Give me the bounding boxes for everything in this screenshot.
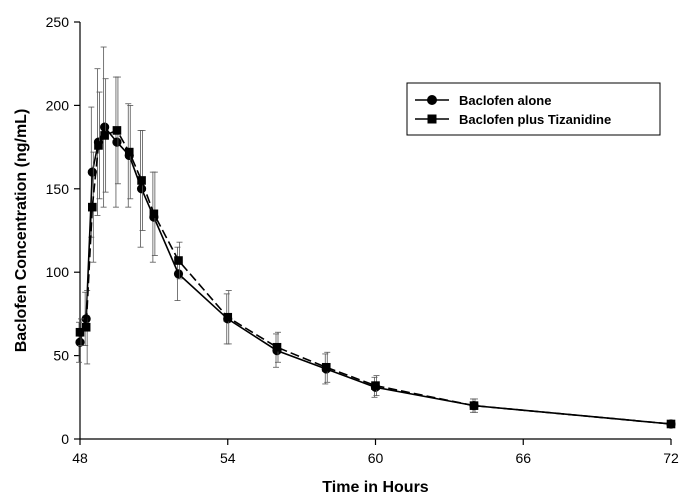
- data-point-circle: [100, 122, 110, 132]
- legend-entry-baclofen-plus-tizanidine: Baclofen plus Tizanidine: [415, 112, 611, 127]
- x-axis-title: Time in Hours: [322, 479, 428, 496]
- x-tick-label: 54: [220, 450, 236, 466]
- legend-entry-baclofen-alone: Baclofen alone: [415, 93, 551, 108]
- series-line: [79, 125, 672, 425]
- y-tick-label: 100: [46, 264, 70, 280]
- data-point-circle: [173, 269, 184, 279]
- y-tick-label: 50: [53, 348, 69, 364]
- data-point-square: [81, 322, 91, 332]
- data-point-square: [112, 126, 122, 135]
- data-point-circle: [112, 137, 122, 147]
- legend-label: Baclofen plus Tizanidine: [459, 112, 611, 127]
- legend-marker-square: [427, 114, 437, 124]
- data-point-square: [321, 362, 331, 372]
- data-point-square: [371, 381, 380, 390]
- x-tick-label: 72: [663, 450, 679, 466]
- data-point-square: [272, 342, 282, 352]
- legend: Baclofen alone Baclofen plus Tizanidine: [406, 82, 661, 136]
- x-tick-label: 66: [515, 450, 531, 466]
- data-point-square: [137, 176, 146, 185]
- y-tick-label: 200: [46, 97, 70, 113]
- data-point-square: [88, 202, 97, 212]
- data-point-circle: [75, 337, 85, 347]
- legend-marker-circle: [427, 95, 437, 105]
- data-point-square: [666, 419, 676, 429]
- legend-box: [406, 82, 661, 136]
- y-tick-label: 250: [46, 14, 70, 30]
- data-point-square: [469, 401, 479, 410]
- series-line: [79, 129, 672, 425]
- legend-label: Baclofen alone: [459, 93, 551, 108]
- y-axis-title: Baclofen Concentration (ng/mL): [13, 109, 30, 353]
- y-tick-label: 150: [46, 181, 70, 197]
- series-baclofen-plus-tizanidine: [75, 76, 676, 429]
- x-tick-label: 60: [368, 450, 384, 466]
- data-point-square: [149, 209, 159, 219]
- ticks: 0 50 100 150 200 250 48 54 60 66 72: [46, 14, 679, 466]
- data-point-circle: [87, 167, 97, 177]
- data-point-square: [100, 131, 109, 140]
- data-point-square: [223, 312, 233, 322]
- x-tick-label: 48: [72, 450, 88, 466]
- data-point-square: [75, 327, 85, 337]
- series: [75, 46, 676, 429]
- data-point-square: [124, 147, 134, 157]
- y-tick-label: 0: [61, 431, 69, 447]
- data-point-square: [174, 256, 183, 265]
- data-point-square: [94, 141, 103, 150]
